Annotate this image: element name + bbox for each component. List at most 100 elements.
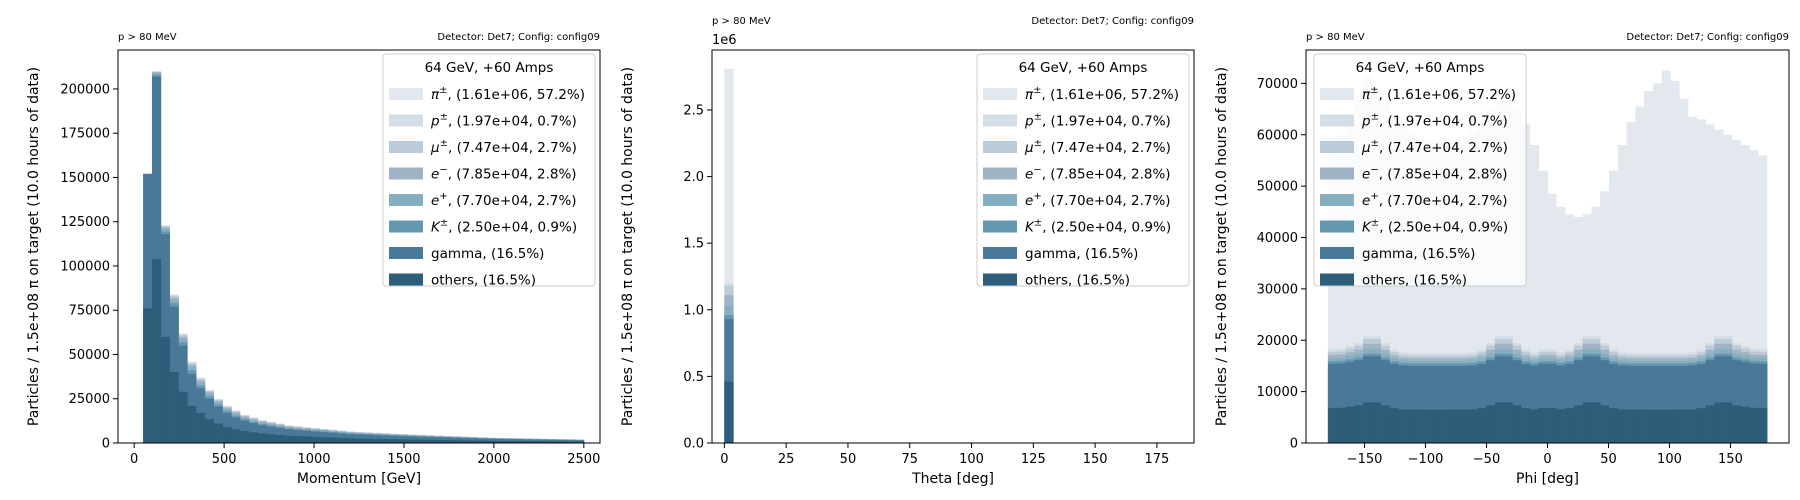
histogram-bar xyxy=(1503,356,1513,443)
histogram-bar xyxy=(1442,145,1452,444)
histogram-bar xyxy=(1468,132,1478,443)
histogram-bar xyxy=(1406,132,1417,443)
histogram-bar xyxy=(1424,142,1434,443)
legend-entry-label: e−, (7.85e+04, 2.8%) xyxy=(431,165,577,183)
histogram-bar xyxy=(1327,363,1338,443)
histogram-bar xyxy=(1600,360,1610,443)
histogram-bar xyxy=(724,319,734,443)
histogram-bar xyxy=(1494,402,1504,443)
histogram-bar xyxy=(1688,116,1698,443)
histogram-bar xyxy=(1424,409,1434,443)
y-tick-label: 70000 xyxy=(1257,77,1298,92)
histogram-bar xyxy=(328,437,338,443)
histogram-bar xyxy=(1547,408,1557,443)
histogram-bar xyxy=(1380,405,1390,443)
histogram-bar xyxy=(1477,363,1487,443)
histogram-bar xyxy=(1652,409,1662,443)
legend-swatch xyxy=(983,88,1017,100)
legend-box xyxy=(976,53,1190,287)
histogram-bar xyxy=(1652,365,1662,443)
histogram-bar xyxy=(1459,409,1469,443)
histogram-bar xyxy=(575,441,585,443)
x-tick-label: 150 xyxy=(1083,452,1108,467)
histogram-bar xyxy=(1608,363,1619,443)
histogram-bar xyxy=(1714,356,1724,443)
histogram-bar xyxy=(1600,405,1610,443)
histogram-bar xyxy=(1661,409,1671,443)
y-axis-label: Particles / 1.5e+08 π on target (10.0 ho… xyxy=(620,67,636,426)
histogram-bar xyxy=(495,440,505,443)
legend-swatch xyxy=(389,141,423,153)
histogram-bar xyxy=(566,441,576,443)
histogram-bar xyxy=(1450,142,1460,443)
axes-frame xyxy=(711,49,1195,444)
histogram-bar xyxy=(1468,409,1478,443)
histogram-bar xyxy=(1626,121,1636,444)
histogram-bar xyxy=(1486,360,1496,443)
x-tick-label: 75 xyxy=(901,452,918,467)
histogram-bar xyxy=(1565,408,1575,443)
legend-swatch xyxy=(389,167,423,180)
legend-swatch xyxy=(983,220,1017,233)
histogram-bar xyxy=(1521,408,1531,443)
y-tick-label: 2.5 xyxy=(683,103,704,118)
histogram-bar xyxy=(1363,402,1373,443)
histogram-bar xyxy=(160,336,170,443)
y-tick-label: 60000 xyxy=(1257,128,1298,143)
histogram-bar xyxy=(363,438,373,443)
histogram-bar xyxy=(1415,409,1425,443)
histogram-bar xyxy=(1696,363,1706,443)
histogram-bar xyxy=(724,68,734,444)
legend-swatch xyxy=(1320,220,1354,233)
x-tick-label: −150 xyxy=(1347,452,1383,467)
legend-swatch xyxy=(983,114,1017,127)
y-tick-label: 25000 xyxy=(69,392,110,407)
histogram-bar xyxy=(407,439,417,443)
histogram-bar xyxy=(1591,206,1601,443)
x-tick-label: 1000 xyxy=(297,452,330,467)
histogram-bar xyxy=(257,433,267,443)
y-axis-label: Particles / 1.5e+08 π on target (10.0 ho… xyxy=(26,67,42,426)
histogram-bar xyxy=(1731,360,1741,443)
legend-title: 64 GeV, +60 Amps xyxy=(425,60,554,76)
y-tick-label: 0 xyxy=(102,437,110,452)
y-tick-label: 0 xyxy=(1290,437,1298,452)
legend-entry-label: K±, (2.50e+04, 0.9%) xyxy=(1025,218,1171,236)
histogram-bar xyxy=(1749,150,1759,443)
legend-swatch xyxy=(1320,141,1354,153)
legend-entry-label: π±, (1.61e+06, 57.2%) xyxy=(1362,85,1516,103)
legend-entry-label: μ±, (7.47e+04, 2.7%) xyxy=(430,138,577,156)
histogram-bar xyxy=(1679,98,1689,444)
legend-swatch xyxy=(389,247,423,259)
legend-entry-label: others, (16.5%) xyxy=(1025,273,1130,289)
x-tick-label: −50 xyxy=(1473,452,1500,467)
axes-frame xyxy=(117,49,601,444)
histogram-bar xyxy=(354,438,364,443)
y-tick-label: 1.5 xyxy=(683,237,704,252)
x-tick-label: 150 xyxy=(1718,452,1743,467)
histogram-bar xyxy=(1398,409,1408,443)
histogram-bar xyxy=(1591,356,1601,443)
legend: 64 GeV, +60 Amps π±, (1.61e+06, 57.2%) p±,… xyxy=(1313,53,1527,289)
histogram-bar xyxy=(434,439,444,443)
legend-title: 64 GeV, +60 Amps xyxy=(1356,60,1485,76)
histogram-bar xyxy=(1415,365,1425,443)
histogram-bar xyxy=(1433,365,1443,443)
histogram-bar xyxy=(1617,365,1627,443)
legend-swatch xyxy=(983,194,1017,206)
legend-entry-label: p±, (1.97e+04, 0.7%) xyxy=(430,112,577,130)
histogram-bar xyxy=(1354,360,1364,443)
legend-entry-label: e−, (7.85e+04, 2.8%) xyxy=(1025,165,1171,183)
theta-histogram-panel: 0 25 50 75 100 125 150 175 0.0 0.5 1.0 1.5 2.0 2.5 1e6… xyxy=(620,16,1195,487)
histogram-bar xyxy=(1450,365,1460,443)
legend-entry-label: e+, (7.70e+04, 2.7%) xyxy=(1362,191,1508,209)
histogram-bar xyxy=(1582,214,1592,443)
histogram-bar xyxy=(1345,406,1355,443)
legend-swatch xyxy=(1320,114,1354,127)
histogram-bar xyxy=(478,440,488,443)
histogram-bar xyxy=(486,440,496,443)
histogram-bar xyxy=(1556,206,1566,443)
histogram-bar xyxy=(1529,409,1540,443)
histogram-bars xyxy=(724,68,734,444)
